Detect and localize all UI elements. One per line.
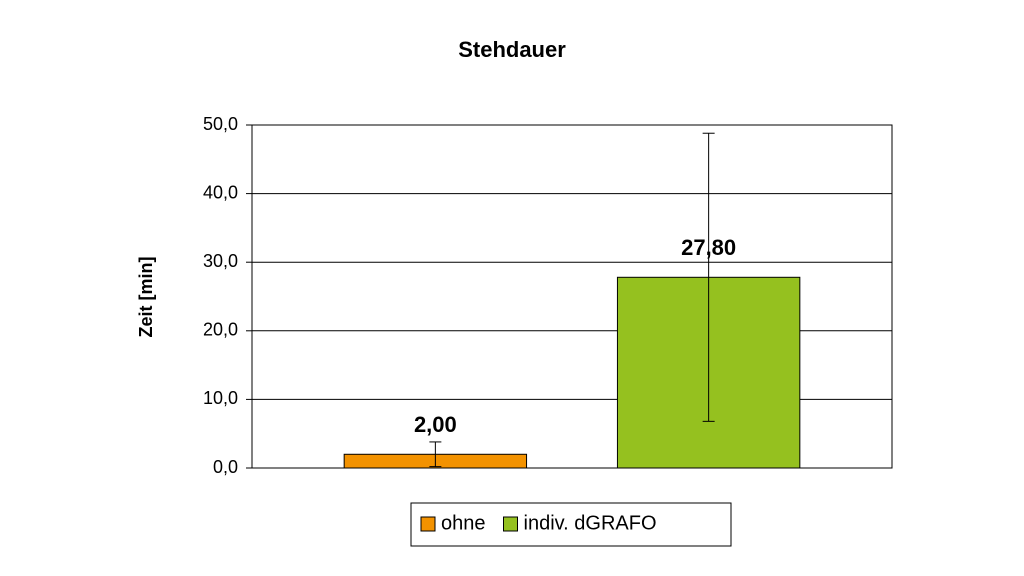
error-bar bbox=[429, 441, 442, 468]
y-axis-title: Zeit [min] bbox=[136, 257, 156, 338]
legend-label: indiv. dGRAFO bbox=[524, 512, 657, 534]
chart-title: Stehdauer bbox=[458, 37, 566, 62]
legend-swatch bbox=[420, 516, 436, 532]
error-bar bbox=[702, 132, 715, 422]
legend-swatch bbox=[503, 516, 518, 532]
y-tick-label: 40,0 bbox=[203, 182, 238, 202]
value-label: 27,80 bbox=[681, 235, 736, 260]
legend-box bbox=[410, 502, 732, 547]
y-tick-label: 20,0 bbox=[203, 320, 238, 340]
legend-label: ohne bbox=[441, 512, 486, 534]
y-tick-label: 10,0 bbox=[203, 388, 238, 408]
value-label: 2,00 bbox=[414, 412, 457, 437]
plot-frame bbox=[251, 124, 893, 469]
y-tick-label: 50,0 bbox=[203, 114, 238, 134]
y-tick-label: 0,0 bbox=[213, 457, 238, 477]
y-tick-label: 30,0 bbox=[203, 251, 238, 271]
